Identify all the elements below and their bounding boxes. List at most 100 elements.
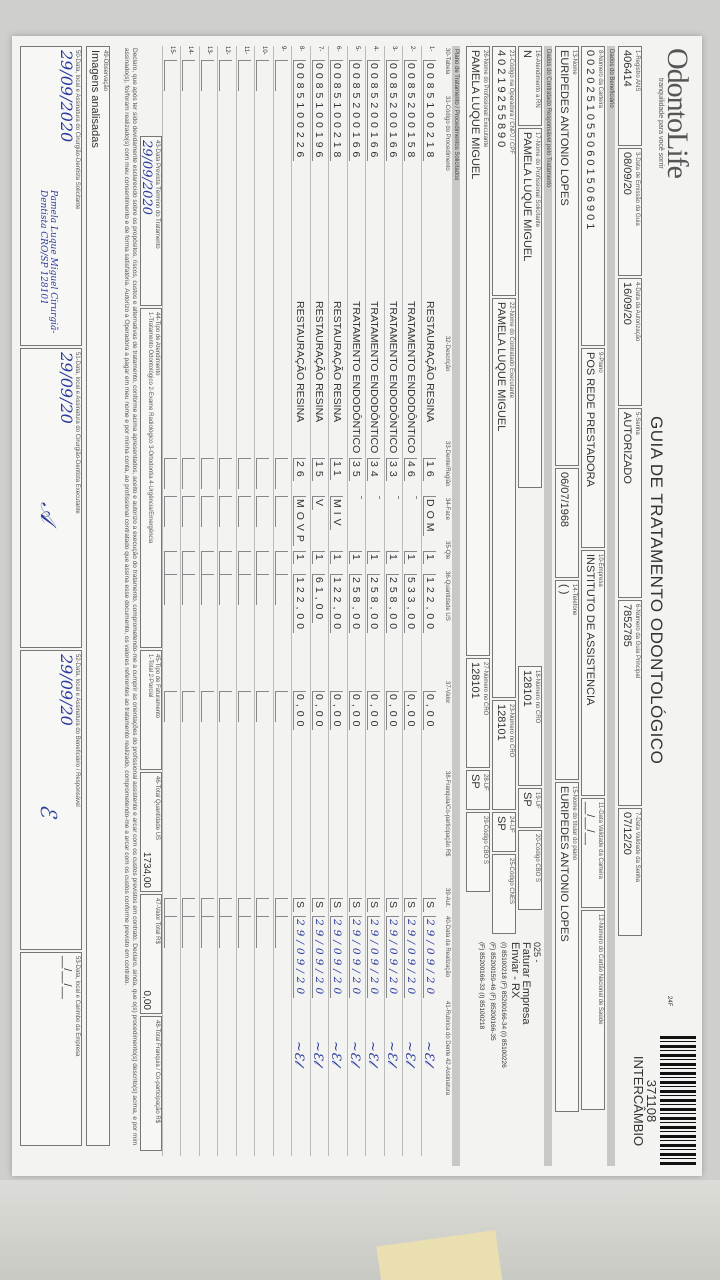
field-value: 1734,00 [141, 851, 152, 888]
row-number: 3- [391, 46, 397, 52]
field-label: 3-Data de Emissão da Guia [634, 152, 640, 226]
procedure-code: 0085100196 [312, 60, 325, 162]
field-cns: 12-Número do Cartão Nacional de Saúde [581, 910, 605, 1110]
row-number: 10- [261, 46, 268, 55]
field-label: 19-UF [534, 792, 540, 809]
field-value: 7852785 [621, 604, 633, 647]
column-header: 35-Qte [444, 541, 450, 560]
field-label: 6-Número da Guia Principal [634, 604, 640, 679]
execution-date [164, 916, 177, 949]
procedure-code: 0085100218 [423, 60, 436, 162]
execution-date: 29/09/20 [367, 916, 381, 999]
field-label: 23-Número no CRO [508, 704, 514, 758]
field-total-us: 46-Total Quantidade US 1734,00 [140, 772, 162, 892]
quantity-us: 122,00 [293, 574, 307, 634]
page-mark: 24F [666, 996, 672, 1007]
table-row: 11- [236, 46, 255, 1156]
tooth-face [256, 496, 270, 527]
field-label: 17-Nome do Profissional Solicitante [534, 132, 540, 228]
field-label: 5-Senha [634, 412, 640, 435]
field-label: 29-Código CBO S [482, 816, 488, 865]
field-label: 1-Registro ANS [634, 50, 640, 92]
row-number: 15- [169, 46, 175, 55]
procedure-code [275, 60, 288, 91]
logo-text: OdontoLife [661, 48, 694, 178]
column-header: 41-Rubrica do Dente 42-Assinatura [444, 1001, 450, 1096]
quantity: 1 [293, 551, 307, 564]
signature-scribble: 𝒜 [35, 502, 60, 523]
signature-solicitante: 50-Data, local e Assinatura do Cirurgião… [20, 46, 82, 346]
tooth: 46 [404, 458, 418, 481]
row-number: 1- [428, 46, 434, 52]
field-carteira: 8-Número da Carteira 00202510550601506901 [581, 46, 605, 346]
signature-date: 29/09/20 [57, 654, 76, 726]
table-row: 1- 0085100218 RESTAURAÇÃO RESINA 16 DOM 1 122,… [421, 46, 440, 1156]
field-value: 29/09/2020 [139, 140, 154, 215]
field-data-emissao: 3-Data de Emissão da Guia 08/09/20 [618, 148, 642, 276]
field-solicitante: 17-Nome do Profissional Solicitante PAMEL… [518, 128, 542, 488]
field-value: EURIPEDES ANTONIO LOPES [558, 50, 570, 206]
tooth: 11 [330, 458, 344, 480]
quantity-us [256, 574, 270, 605]
field-label: 46-Total Quantidade US [154, 776, 160, 841]
column-header: 33-Dente/Região [444, 441, 450, 487]
field-label: 15-Nome do titular do plano [571, 786, 577, 861]
field-label: 48-Total Franquia / Co-participação R$ [154, 1020, 160, 1124]
field-codigo-operadora: 21-Código na Operadora / CNPJ / CPF 40219… [492, 46, 516, 296]
field-value: EURIPEDES ANTONIO LOPES [558, 786, 570, 942]
quantity: 1 [386, 551, 399, 564]
value [182, 691, 196, 722]
quantity: 1 [349, 551, 362, 564]
procedure-code [256, 60, 270, 91]
tooth-face [182, 496, 196, 527]
field-value: N [521, 50, 533, 58]
field-label: 14-Telefone [571, 584, 577, 616]
field-label: 20-Código CBO S [534, 834, 540, 883]
procedure-code [201, 60, 214, 91]
table-surface [0, 1180, 720, 1280]
signature-date: __/__/__ [61, 956, 73, 999]
execution-date [219, 916, 233, 949]
quantity-us [182, 574, 196, 605]
section-contratado: Dados do Contratado Responsável pelo Tra… [544, 46, 552, 1166]
tooth-face: V [312, 496, 325, 511]
field-value: AUTORIZADO [621, 412, 633, 484]
procedure-code: 0085100226 [293, 60, 307, 162]
procedure-code [164, 60, 177, 91]
section-beneficiario: Dados do Beneficiário [607, 46, 615, 1166]
field-guia-principal: 6-Número da Guia Principal 7852785 [618, 600, 642, 806]
signature-scribble: ~Ɛ𝓁 [328, 1041, 344, 1065]
tooth [164, 458, 177, 489]
signature-date: 29/09/20 [57, 352, 76, 424]
form-title: GUIA DE TRATAMENTO ODONTOLÓGICO [647, 416, 666, 765]
field-titular: 15-Nome do titular do plano EURIPEDES ANT… [555, 782, 579, 1112]
tooth-face [379, 496, 381, 499]
tooth-face [238, 496, 251, 527]
authorized: S [349, 898, 362, 913]
row-number: 8- [298, 46, 305, 52]
signature-scribble: ~Ɛ𝓁 [384, 1041, 399, 1065]
field-label: 8-Número da Carteira [597, 50, 603, 109]
field-value: 1-Tratamento Odontológico 2-Exame Radiol… [147, 312, 153, 544]
field-value: INSTITUTO DE ASSISTENCIA [584, 554, 596, 706]
field-value: ( ) [558, 584, 570, 595]
execution-date [275, 916, 288, 949]
note-line: (I) 85100218 (F) 85200166-34 (I) 8510022… [500, 942, 507, 1068]
field-tipo-atendimento: 44-Tipo de Atendimento 1-Tratamento Odont… [140, 308, 162, 648]
field-label: 16-Atendimento a RN [534, 50, 540, 108]
table-row: 5- 0085200166 TRATAMENTO ENDODÔNTICO 35 1 258… [347, 46, 366, 1156]
field-total-franquia: 48-Total Franquia / Co-participação R$ [140, 1016, 162, 1151]
guide-id: 371108 INTERCÂMBIO [631, 1046, 659, 1156]
quantity: 1 [367, 551, 381, 564]
procedure-description: TRATAMENTO ENDODÔNTICO [368, 301, 381, 454]
section-plano-tratamento: Plano de Tratamento / Procedimentos Soli… [452, 46, 460, 1166]
field-uf-1: 19-UF SP [518, 788, 542, 828]
field-value: 128101 [495, 704, 507, 741]
field-rn: 16-Atendimento a RN N [518, 46, 542, 126]
field-label: 7-Data Validade da Senha [634, 812, 640, 882]
execution-date: 29/09/20 [404, 916, 418, 999]
odontolife-logo: OdontoLife tranquilidade para você sorrir [657, 48, 694, 178]
billing-notes: 025 - Faturar Empresa Enviar - RX (I) 85… [476, 942, 542, 1068]
tooth: 15 [312, 458, 325, 481]
field-value: __/__/__ [584, 802, 596, 845]
